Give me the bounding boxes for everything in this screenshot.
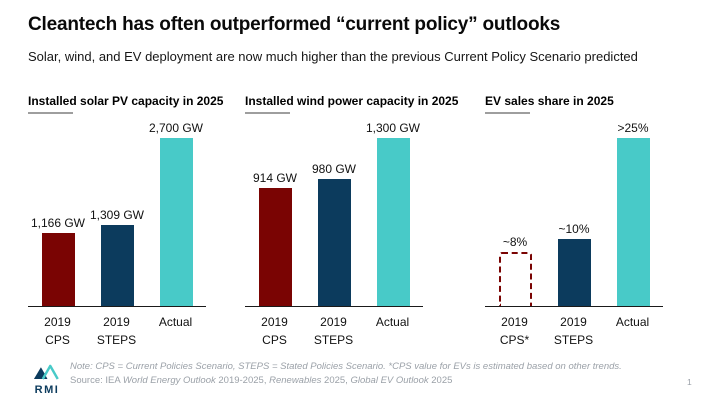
- chart-title: Installed solar PV capacity in 2025: [28, 94, 224, 108]
- x-axis-labels: 2019 CPS 2019 STEPS Actual: [245, 313, 423, 349]
- bar-group-2019-steps: 980 GW: [305, 162, 364, 306]
- x-axis-labels: 2019 CPS* 2019 STEPS Actual: [485, 313, 663, 349]
- page-number: 1: [687, 377, 692, 387]
- bar-value-label: 1,166 GW: [30, 216, 86, 230]
- bar-2019-cps: [41, 233, 75, 306]
- bar-group-2019-steps: 1,309 GW: [88, 208, 147, 306]
- x-label-2019-steps: 2019 STEPS: [96, 315, 137, 347]
- source-years: 2025: [428, 375, 453, 386]
- chart-solar: Installed solar PV capacity in 2025 1,16…: [28, 94, 224, 349]
- x-label-2019-cps: 2019 CPS: [261, 315, 288, 347]
- bar-value-label: 1,309 GW: [89, 208, 145, 222]
- bar-group-2019-steps: ~10%: [545, 222, 604, 306]
- rmi-mountains-icon: [33, 364, 59, 380]
- x-label-actual: Actual: [615, 315, 650, 329]
- source-publication: Global EV Outlook: [350, 375, 429, 386]
- bar-group-2019-cps: 1,166 GW: [29, 216, 88, 306]
- title-underline: [28, 112, 73, 114]
- chart-ev: EV sales share in 2025 ~8% ~10% >25% 201…: [485, 94, 663, 349]
- bar-group-actual: >25%: [604, 121, 663, 306]
- footer-note: Note: CPS = Current Policies Scenario, S…: [70, 361, 622, 372]
- slide-title: Cleantech has often outperformed “curren…: [28, 14, 561, 35]
- bar-actual: [159, 138, 193, 306]
- x-axis-labels: 2019 CPS 2019 STEPS Actual: [28, 313, 206, 349]
- x-label-actual: Actual: [375, 315, 410, 329]
- x-label-actual: Actual: [158, 315, 193, 329]
- x-label-2019-cps: 2019 CPS: [44, 315, 71, 347]
- bar-2019-steps: [100, 225, 134, 306]
- chart-title: EV sales share in 2025: [485, 94, 614, 108]
- chart-title: Installed wind power capacity in 2025: [245, 94, 459, 108]
- bar-actual: [616, 138, 650, 306]
- bar-value-label: 914 GW: [252, 171, 297, 185]
- rmi-logo: RMI: [30, 363, 64, 396]
- plot-area: ~8% ~10% >25%: [485, 116, 663, 307]
- title-underline: [245, 112, 290, 114]
- bar-group-2019-cps: 914 GW: [246, 171, 305, 306]
- x-label-2019-steps: 2019 STEPS: [553, 315, 594, 347]
- source-prefix: Source: IEA: [70, 375, 123, 386]
- bar-group-actual: 2,700 GW: [147, 121, 206, 306]
- plot-area: 914 GW 980 GW 1,300 GW: [245, 116, 423, 307]
- source-publication: World Energy Outlook: [122, 375, 216, 386]
- x-label-2019-cps: 2019 CPS*: [499, 315, 530, 347]
- bar-actual: [376, 138, 410, 306]
- bar-2019-steps: [557, 239, 591, 306]
- x-label-2019-steps: 2019 STEPS: [313, 315, 354, 347]
- source-publication: Renewables: [269, 375, 322, 386]
- footer-source: Source: IEA World Energy Outlook 2019-20…: [70, 375, 650, 386]
- bar-group-2019-cps: ~8%: [486, 235, 545, 306]
- bar-group-actual: 1,300 GW: [364, 121, 423, 306]
- bar-value-label: 1,300 GW: [365, 121, 421, 135]
- slide-subtitle: Solar, wind, and EV deployment are now m…: [28, 49, 638, 64]
- source-years: 2025,: [321, 375, 351, 386]
- title-underline: [485, 112, 530, 114]
- source-years: 2019-2025,: [215, 375, 270, 386]
- bar-value-label: ~10%: [558, 222, 590, 236]
- bar-2019-steps: [317, 179, 351, 306]
- bar-value-label: 980 GW: [311, 162, 356, 176]
- bar-2019-cps-estimated: [498, 252, 532, 306]
- plot-area: 1,166 GW 1,309 GW 2,700 GW: [28, 116, 206, 307]
- bar-value-label: ~8%: [502, 235, 528, 249]
- bar-value-label: >25%: [617, 121, 649, 135]
- chart-wind: Installed wind power capacity in 2025 91…: [245, 94, 459, 349]
- bar-2019-cps: [258, 188, 292, 306]
- rmi-logo-text: RMI: [34, 384, 60, 396]
- bar-value-label: 2,700 GW: [148, 121, 204, 135]
